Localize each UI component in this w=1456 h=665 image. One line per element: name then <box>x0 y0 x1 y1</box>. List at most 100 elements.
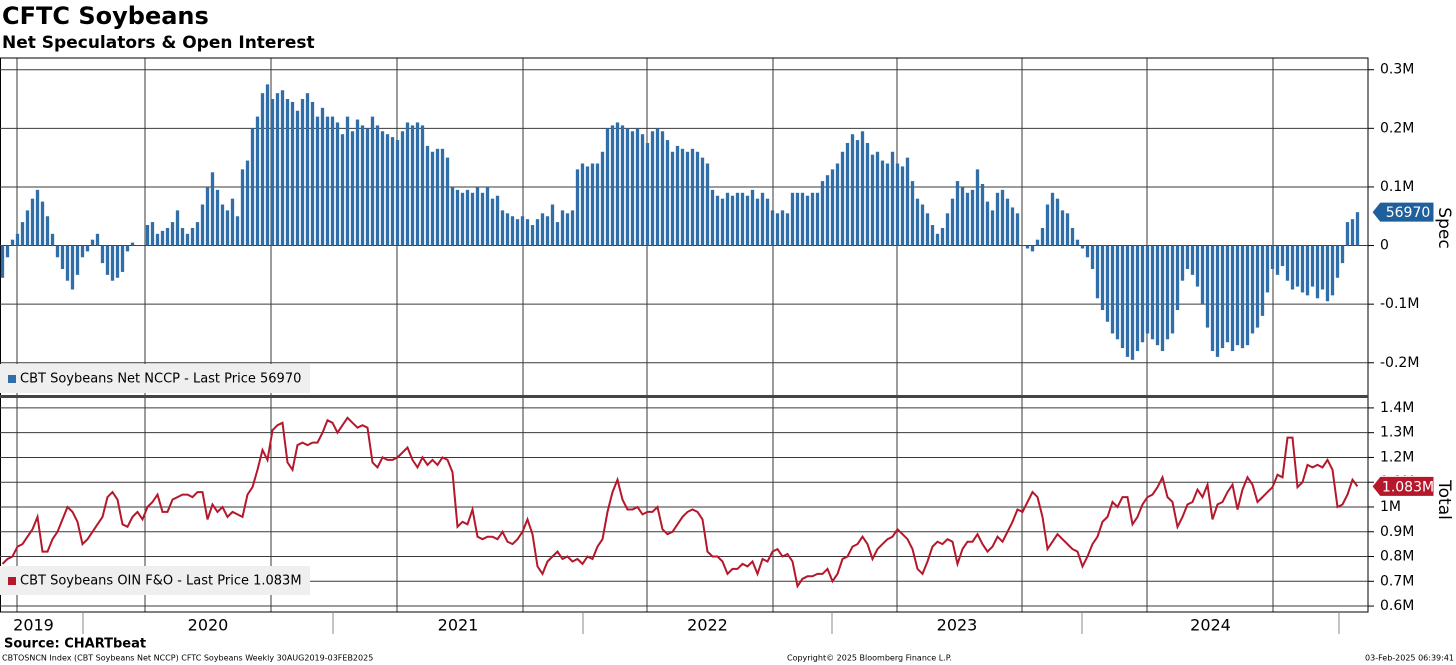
bar <box>860 131 865 246</box>
bar <box>130 242 135 246</box>
bar <box>490 198 495 246</box>
bar <box>445 157 450 246</box>
bar <box>640 134 645 246</box>
bar <box>405 122 410 246</box>
bar <box>1165 245 1170 340</box>
bar <box>785 213 790 246</box>
bar <box>1190 245 1195 275</box>
bar <box>355 119 360 246</box>
bar <box>600 151 605 246</box>
y-tick-label: -0.1M <box>1380 296 1419 312</box>
bar <box>690 148 695 246</box>
bar <box>850 134 855 246</box>
bar <box>595 163 600 246</box>
bar <box>175 210 180 246</box>
y-axis-title: Total <box>1434 479 1454 520</box>
bar <box>265 84 270 246</box>
bar <box>1090 245 1095 269</box>
bar <box>320 107 325 246</box>
y-tick-label: 0.1M <box>1380 179 1414 195</box>
bar <box>560 210 565 246</box>
bar <box>410 125 415 246</box>
bar <box>845 142 850 246</box>
bar <box>775 213 780 246</box>
bar <box>1020 245 1025 247</box>
bar <box>970 189 975 246</box>
bar <box>230 198 235 246</box>
bar <box>100 245 105 264</box>
legend-swatch <box>8 375 16 383</box>
bar <box>920 204 925 246</box>
bar <box>505 213 510 246</box>
bar <box>480 192 485 246</box>
bar <box>485 186 490 246</box>
bar <box>525 219 530 246</box>
bar <box>1275 245 1280 275</box>
bar <box>50 233 55 246</box>
bar <box>430 151 435 246</box>
bar <box>795 192 800 246</box>
bar <box>510 216 515 246</box>
bar <box>555 222 560 246</box>
bar <box>1160 245 1165 352</box>
bar <box>805 195 810 246</box>
bar <box>515 219 520 246</box>
bar <box>1095 245 1100 299</box>
bar <box>1285 245 1290 281</box>
bar <box>380 131 385 246</box>
bar <box>575 169 580 246</box>
bar <box>385 134 390 246</box>
bar <box>290 101 295 246</box>
bar <box>540 213 545 246</box>
bar <box>1345 222 1350 246</box>
bar <box>900 166 905 246</box>
bar <box>1225 245 1230 343</box>
y-tick-label: 0.9M <box>1380 524 1414 540</box>
bar <box>395 140 400 246</box>
bar <box>40 201 45 246</box>
bar <box>315 116 320 246</box>
bar <box>220 204 225 246</box>
footer-center: Copyright© 2025 Bloomberg Finance L.P. <box>787 654 952 663</box>
bar <box>940 227 945 246</box>
legend-label: CBT Soybeans OIN F&O - Last Price 1.083M <box>20 574 302 589</box>
bar <box>585 166 590 246</box>
bar <box>720 198 725 246</box>
title: CFTC Soybeans <box>2 2 209 30</box>
bar <box>190 227 195 246</box>
y-tick-label: 0.3M <box>1380 62 1414 78</box>
bar <box>370 116 375 246</box>
bar <box>185 233 190 246</box>
bar <box>910 181 915 246</box>
bar <box>340 134 345 246</box>
bar <box>435 148 440 246</box>
bar <box>665 140 670 246</box>
bar <box>375 125 380 246</box>
bar <box>1320 245 1325 290</box>
bar <box>1215 245 1220 357</box>
bar <box>1150 245 1155 340</box>
bar <box>865 142 870 246</box>
bar <box>470 192 475 246</box>
bar <box>1105 245 1110 322</box>
bar <box>280 90 285 246</box>
bar <box>475 186 480 246</box>
bar <box>770 210 775 246</box>
bar <box>1135 245 1140 352</box>
y-tick-label: 1.2M <box>1380 449 1414 465</box>
bar <box>20 222 25 246</box>
bar <box>75 245 80 275</box>
bar <box>755 198 760 246</box>
bar <box>170 222 175 246</box>
bar <box>55 245 60 258</box>
bar <box>780 210 785 246</box>
bar <box>735 192 740 246</box>
bar <box>425 145 430 246</box>
bar <box>110 245 115 281</box>
bar <box>715 195 720 246</box>
bar <box>155 233 160 246</box>
bar <box>980 184 985 246</box>
bar <box>250 128 255 246</box>
bar <box>105 245 110 275</box>
